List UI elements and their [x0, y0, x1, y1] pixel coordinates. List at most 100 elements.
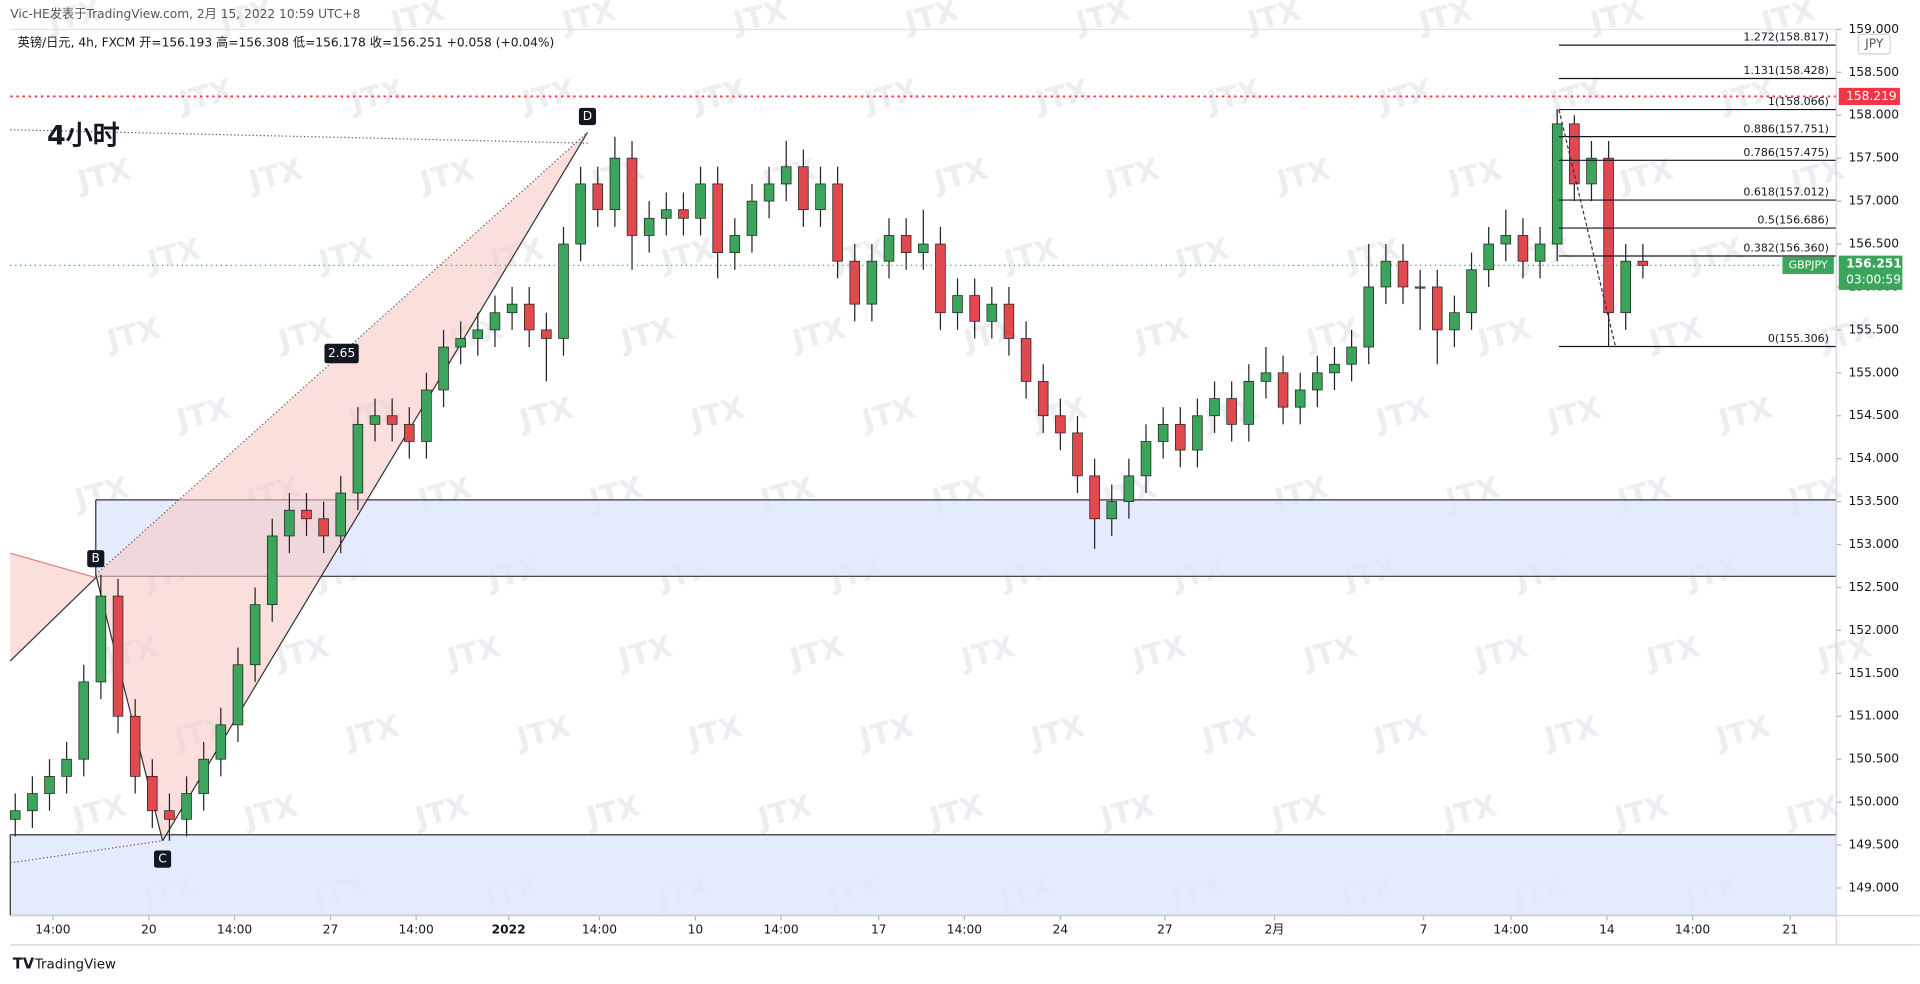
y-tick-label: 150.500 — [1849, 752, 1900, 766]
candle-body — [1534, 243, 1546, 262]
candle-body — [1397, 260, 1409, 288]
symbol-tag — [1782, 256, 1834, 274]
candle-body — [952, 295, 963, 314]
pattern-point-label: C — [158, 852, 167, 866]
candle-body — [9, 810, 21, 820]
axes: 149.000 149.500 150.000 150.500 151.000 151.5… — [35, 22, 1899, 937]
candle-body — [1380, 260, 1392, 288]
candle-body — [1603, 157, 1614, 314]
y-tick-label: 151.000 — [1849, 709, 1900, 723]
pattern-point-box — [87, 550, 105, 568]
candle-body — [935, 243, 946, 314]
y-tick-label: 157.000 — [1849, 194, 1900, 208]
alert-label: 158.219 — [1846, 89, 1897, 103]
pattern-point-box — [154, 850, 172, 868]
brand-logo: TV — [13, 955, 35, 972]
candle-body — [849, 260, 861, 305]
candle-body — [506, 303, 518, 314]
header: Vic-HE发表于TradingView.com, 2月 15, 2022 10… — [10, 6, 360, 21]
alert-tag — [1838, 87, 1900, 105]
countdown: 03:00:59 — [1846, 273, 1901, 287]
fib-label: 0(155.306) — [1768, 332, 1829, 345]
x-tick-label: 27 — [1157, 923, 1173, 937]
y-tick-label: 156.500 — [1849, 237, 1900, 251]
candle-body — [1466, 269, 1477, 314]
x-tick-label: 21 — [1782, 923, 1798, 937]
candle-body — [1329, 363, 1340, 374]
candle-body — [815, 183, 826, 211]
y-tick-label: 157.500 — [1849, 151, 1900, 165]
candle-body — [1620, 260, 1631, 314]
overlay: 158.219 GBPJPY 156.251 03:00:59 — [10, 87, 1903, 290]
candle-body — [541, 329, 552, 339]
zone — [10, 834, 1837, 916]
candle-body — [746, 200, 758, 236]
candle-body — [249, 604, 261, 666]
candle-body — [1192, 415, 1203, 451]
candle-body — [1637, 260, 1649, 266]
candle-body — [198, 758, 209, 794]
x-tick-label: 2022 — [492, 923, 526, 937]
candle-body — [129, 715, 141, 777]
ratio-box — [324, 343, 359, 364]
y-tick-label: 154.000 — [1849, 451, 1900, 465]
currency-box — [1857, 33, 1891, 55]
candle-body — [61, 758, 72, 777]
x-tick-label: 14:00 — [399, 923, 434, 937]
candle-body — [1449, 312, 1460, 331]
y-tick-label: 154.500 — [1849, 408, 1900, 422]
candle-body — [918, 243, 929, 253]
candle-body — [575, 183, 586, 245]
candle-body — [455, 338, 466, 348]
candle-body — [1363, 286, 1375, 348]
x-tick-label: 14:00 — [582, 923, 617, 937]
candle-body — [181, 793, 192, 820]
candle-body — [1123, 475, 1135, 502]
candle-body — [883, 235, 895, 262]
pattern-leg — [10, 552, 97, 579]
candle-body — [215, 724, 227, 760]
x-tick-label: 14:00 — [1675, 923, 1710, 937]
currency: JPY — [1864, 37, 1884, 51]
candle-body — [164, 810, 175, 820]
fib-trend — [1558, 109, 1617, 347]
candle-body — [1483, 243, 1494, 271]
candle-body — [489, 312, 501, 331]
x-tick-label: 24 — [1053, 923, 1069, 937]
y-tick-label: 153.500 — [1849, 494, 1900, 508]
candle-body — [438, 346, 449, 391]
candle-body — [1003, 303, 1015, 339]
y-tick-label: 158.000 — [1849, 108, 1900, 122]
x-tick-label: 14:00 — [217, 923, 252, 937]
x-tick-label: 14:00 — [763, 923, 798, 937]
pattern-point-box — [578, 107, 597, 126]
candle-body — [232, 664, 244, 726]
candle-body — [1294, 389, 1306, 408]
candle-body — [27, 793, 38, 812]
candle-body — [1226, 398, 1237, 425]
candle-body — [147, 776, 158, 812]
candle-body — [1517, 235, 1529, 262]
candle-body — [866, 260, 878, 305]
y-tick-label: 150.000 — [1849, 795, 1900, 809]
candle-body — [1277, 372, 1289, 408]
candle-body — [969, 295, 980, 322]
candle-body — [609, 157, 621, 211]
candle-body — [1106, 501, 1118, 520]
candle-body — [404, 423, 415, 442]
candle-body — [1157, 423, 1169, 442]
fib: 1.272(158.817) 1.131(158.428) 1(158.066) 0.… — [1558, 31, 1837, 348]
candle-body — [643, 217, 655, 236]
candle-body — [78, 681, 90, 760]
candle-body — [1140, 441, 1152, 477]
candle-body — [421, 389, 432, 442]
candle-body — [44, 776, 55, 794]
legend-line: 英镑/日元, 4h, FXCM 开=156.193 高=156.308 低=15… — [18, 34, 555, 49]
candle-body — [1209, 398, 1220, 417]
candle-body — [1551, 123, 1563, 245]
candle-body — [986, 303, 998, 322]
fib-label: 0.618(157.012) — [1743, 186, 1829, 199]
candle-body — [798, 166, 809, 211]
fib-label: 1.131(158.428) — [1743, 64, 1829, 77]
